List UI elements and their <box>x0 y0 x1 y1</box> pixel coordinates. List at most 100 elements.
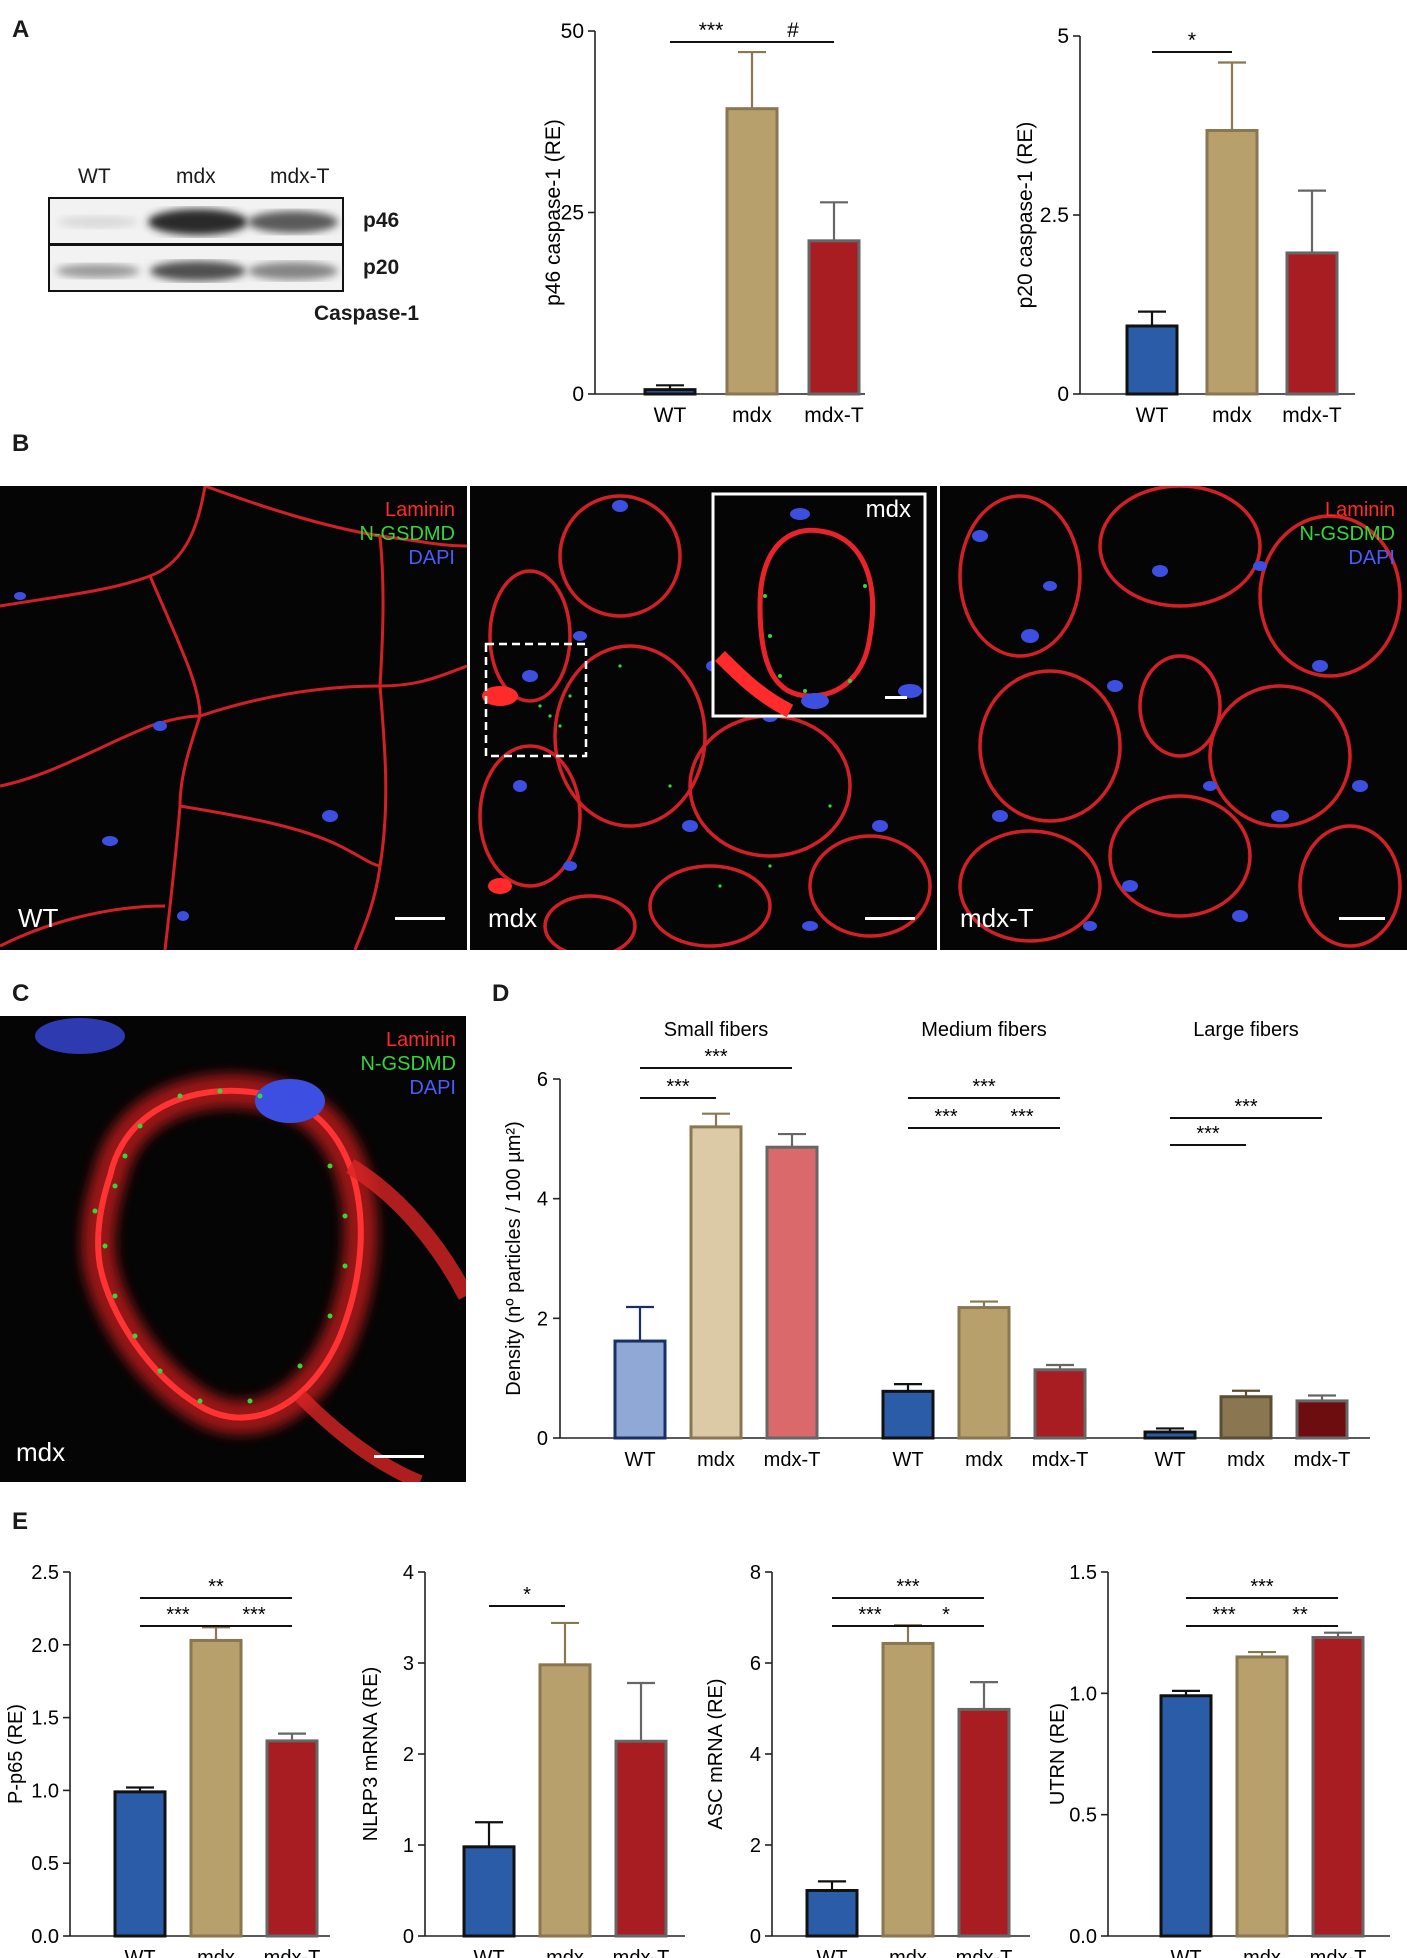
x-tick-label: mdx <box>965 1449 1003 1471</box>
micrograph-zoom-label: mdx <box>16 1437 66 1467</box>
y-tick-label: 0 <box>572 383 584 406</box>
y-tick-label: 0 <box>403 1926 414 1948</box>
bar-wt <box>1143 1430 1197 1440</box>
micrograph-mdx-image <box>478 492 932 950</box>
micrograph-mdx-t: Laminin N-GSDMD DAPI mdx-T <box>940 486 1407 950</box>
legend-n-gsdmd: N-GSDMD <box>1299 523 1395 545</box>
x-tick-label: mdx-T <box>264 1947 321 1958</box>
y-tick-label: 2 <box>750 1835 761 1857</box>
blot-lane-label-mdxT: mdx-T <box>270 165 330 188</box>
x-tick-label: mdx-T <box>1294 1449 1351 1471</box>
significance-label: # <box>787 19 799 42</box>
y-tick-label: 2 <box>537 1308 548 1330</box>
group-title: Large fibers <box>1193 1019 1299 1041</box>
y-tick-label: 1.5 <box>31 1708 59 1730</box>
bar-wt <box>1125 324 1179 396</box>
y-tick-label: 1.0 <box>1069 1683 1097 1705</box>
y-tick-label: 0.0 <box>31 1926 59 1948</box>
x-tick-label: WT <box>892 1449 923 1471</box>
micrograph-mdx-t-legend: Laminin N-GSDMD DAPI <box>1299 498 1395 570</box>
bar-mdx-t <box>614 1739 668 1938</box>
bar-mdx <box>1235 1655 1289 1938</box>
x-tick-label: WT <box>816 1947 847 1958</box>
bar-mdx-t <box>1033 1368 1087 1440</box>
y-axis-label: NLRP3 mRNA (RE) <box>360 1667 382 1841</box>
micrograph-mdx-inset-label: mdx <box>865 496 911 523</box>
y-axis-label: p20 caspase-1 (RE) <box>1014 122 1037 309</box>
western-blot: WT mdx mdx-T p46 p20 Caspase-1 <box>48 150 448 325</box>
bar-mdx <box>1219 1395 1273 1440</box>
x-tick-label: mdx <box>1227 1449 1265 1471</box>
bar-wt <box>462 1845 516 1938</box>
x-tick-label: WT <box>124 1947 155 1958</box>
blot-lane-label-mdx: mdx <box>176 165 216 188</box>
bar-mdx <box>1205 129 1259 396</box>
micrograph-wt-legend: Laminin N-GSDMD DAPI <box>359 498 455 570</box>
x-tick-label: mdx <box>1243 1947 1281 1958</box>
y-tick-label: 8 <box>750 1562 761 1584</box>
significance-label: *** <box>934 1106 958 1128</box>
x-tick-label: mdx-T <box>764 1449 821 1471</box>
bar-wt <box>805 1889 859 1938</box>
y-tick-label: 2.0 <box>31 1635 59 1657</box>
bar-mdx <box>689 1125 743 1440</box>
blot-band-label-p46: p46 <box>363 209 400 232</box>
micrograph-mdx-t-label: mdx-T <box>960 903 1034 933</box>
significance-label: *** <box>666 1076 690 1098</box>
panel-label-e: E <box>12 1508 29 1535</box>
legend-laminin: Laminin <box>385 1029 456 1051</box>
x-tick-label: mdx-T <box>613 1947 670 1958</box>
x-tick-label: mdx <box>197 1947 235 1958</box>
significance-label: *** <box>1212 1604 1236 1626</box>
panel-label-a: A <box>12 16 30 43</box>
legend-dapi: DAPI <box>408 547 455 569</box>
y-tick-label: 2.5 <box>1040 204 1069 227</box>
significance-label: *** <box>1010 1106 1034 1128</box>
significance-label: * <box>1188 29 1196 52</box>
significance-label: *** <box>704 1046 728 1068</box>
legend-laminin: Laminin <box>1324 499 1395 521</box>
significance-label: *** <box>1234 1096 1258 1118</box>
bar-wt <box>113 1790 167 1938</box>
significance-label: * <box>523 1584 531 1606</box>
bar-mdx-t <box>1311 1636 1365 1938</box>
significance-label: * <box>942 1604 950 1626</box>
legend-laminin: Laminin <box>384 499 455 521</box>
y-tick-label: 2 <box>403 1744 414 1766</box>
x-tick-label: mdx-T <box>1310 1947 1367 1958</box>
blot-lane-label-wt: WT <box>78 165 111 188</box>
chart-n-gsdmd-density: 0 2 4 6 Density (nº particles / 100 µm²) Smal… <box>503 1019 1370 1471</box>
x-tick-label: WT <box>1170 1947 1201 1958</box>
scale-bar <box>374 1455 424 1458</box>
significance-label: *** <box>1250 1576 1274 1598</box>
significance-label: *** <box>166 1604 190 1626</box>
y-tick-label: 4 <box>537 1189 548 1211</box>
significance-label: *** <box>896 1576 920 1598</box>
significance-label: ** <box>1292 1604 1308 1626</box>
bar-mdx-t <box>807 239 861 396</box>
micrograph-wt-label: WT <box>18 903 59 933</box>
x-tick-label: mdx <box>732 404 772 427</box>
y-tick-label: 0 <box>1057 383 1069 406</box>
significance-label: ** <box>208 1576 224 1598</box>
micrograph-zoom-legend: Laminin N-GSDMD DAPI <box>360 1028 456 1100</box>
y-axis-label: P-p65 (RE) <box>5 1704 27 1804</box>
x-tick-label: WT <box>1136 404 1169 427</box>
y-axis-label: p46 caspase-1 (RE) <box>542 119 565 306</box>
y-axis-label: ASC mRNA (RE) <box>705 1678 727 1829</box>
y-tick-label: 1 <box>403 1835 414 1857</box>
y-tick-label: 6 <box>537 1069 548 1091</box>
significance-label: *** <box>972 1076 996 1098</box>
blot-image <box>48 197 344 292</box>
bar-mdx-t <box>765 1145 819 1440</box>
legend-n-gsdmd: N-GSDMD <box>360 1053 456 1075</box>
x-tick-label: WT <box>473 1947 504 1958</box>
y-tick-label: 0 <box>750 1926 761 1948</box>
group-title: Medium fibers <box>921 1019 1047 1041</box>
y-tick-label: 3 <box>403 1653 414 1675</box>
blot-protein-label: Caspase-1 <box>314 302 420 325</box>
scale-bar <box>1339 917 1385 920</box>
bar-mdx <box>725 107 779 396</box>
chart-p-p65: 0.0 0.5 1.0 1.5 2.0 2.5 P-p65 (RE) WT mdx mdx-T **… <box>5 1562 330 1958</box>
